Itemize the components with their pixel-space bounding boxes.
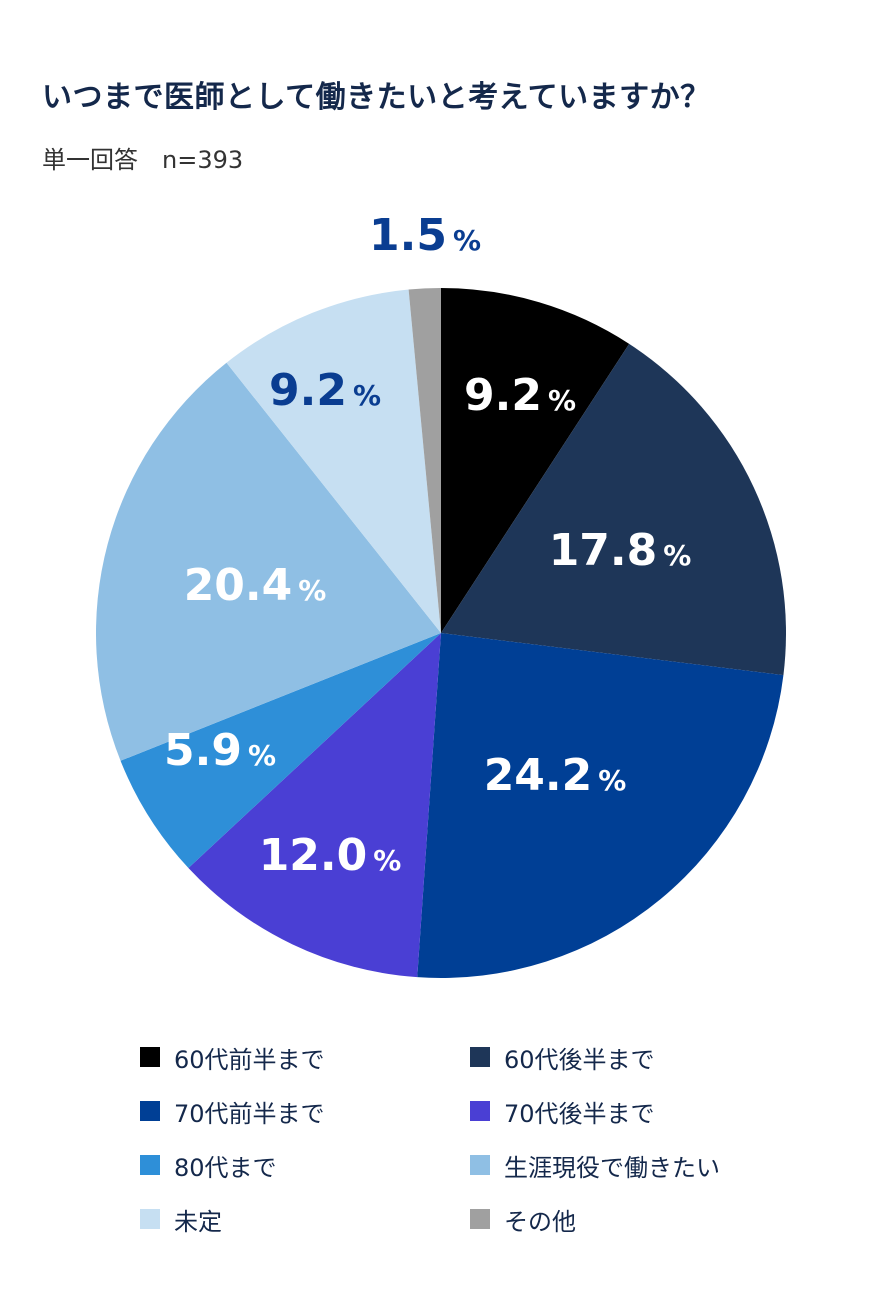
legend-swatch [140, 1209, 160, 1229]
legend-label: その他 [504, 1207, 576, 1236]
legend-item: 60代後半まで [470, 1040, 800, 1074]
legend-label: 70代前半まで [174, 1099, 325, 1128]
slice-label: 5.9% [164, 725, 276, 776]
legend-item: その他 [470, 1202, 800, 1236]
pie-slice [226, 289, 441, 633]
legend-item: 80代まで [140, 1148, 470, 1182]
legend-label: 60代後半まで [504, 1045, 655, 1074]
slice-label: 20.4% [184, 560, 327, 611]
legend-swatch [470, 1209, 490, 1229]
pie-slice [188, 633, 441, 978]
pie-slice [120, 633, 442, 868]
legend-label: 60代前半まで [174, 1045, 325, 1074]
pie-slice [417, 633, 784, 979]
pie-slice [408, 288, 441, 633]
slice-label: 9.2% [269, 365, 381, 416]
slice-label: 1.5% [369, 210, 481, 261]
legend-swatch [470, 1047, 490, 1067]
legend-item: 70代前半まで [140, 1094, 470, 1128]
legend-label: 80代まで [174, 1153, 277, 1182]
legend-item: 70代後半まで [470, 1094, 800, 1128]
legend-label: 70代後半まで [504, 1099, 655, 1128]
legend-label: 未定 [174, 1207, 222, 1236]
legend: 60代前半まで 60代後半まで 70代前半まで 70代後半まで 80代まで 生涯現役で働き… [140, 1040, 820, 1236]
legend-label: 生涯現役で働きたい [504, 1153, 720, 1182]
legend-swatch [470, 1155, 490, 1175]
legend-swatch [140, 1047, 160, 1067]
pie-slice [96, 362, 442, 761]
slice-label: 17.8% [549, 525, 692, 576]
slice-label: 12.0% [259, 830, 402, 881]
pie-slice [441, 343, 787, 676]
legend-item: 未定 [140, 1202, 470, 1236]
legend-item: 60代前半まで [140, 1040, 470, 1074]
legend-swatch [140, 1155, 160, 1175]
legend-swatch [140, 1101, 160, 1121]
chart-title: いつまで医師として働きたいと考えていますか？ [42, 80, 711, 115]
legend-item: 生涯現役で働きたい [470, 1148, 800, 1182]
pie-chart: 9.2 % 17.8 % 24.2 % 12.0 % 5.9 % 20.4 % 9.2 % 1.5% [96, 210, 787, 979]
slice-label: 9.2% [464, 370, 576, 421]
slice-label: 24.2% [484, 750, 627, 801]
pie-slice [441, 288, 630, 633]
chart-subtitle: 単一回答 n=393 [42, 146, 244, 174]
legend-swatch [470, 1101, 490, 1121]
